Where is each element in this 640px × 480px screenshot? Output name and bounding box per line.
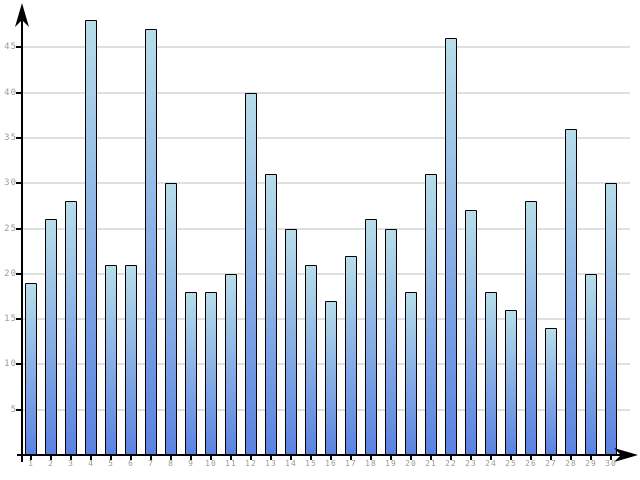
- x-axis-tick-label: 7: [148, 459, 154, 468]
- x-axis-tick-label: 4: [88, 459, 94, 468]
- y-axis: [21, 10, 23, 462]
- x-axis-tick-label: 15: [305, 459, 317, 468]
- x-axis-tick: [250, 455, 252, 460]
- y-axis-tick: [16, 273, 22, 275]
- x-axis-tick: [90, 455, 92, 460]
- x-axis-tick: [30, 455, 32, 460]
- x-axis-tick-label: 24: [485, 459, 497, 468]
- y-axis-tick-label: 25: [4, 224, 17, 234]
- x-axis-tick: [330, 455, 332, 460]
- x-axis-tick-label: 25: [505, 459, 517, 468]
- x-axis-tick: [530, 455, 532, 460]
- x-axis-tick: [470, 455, 472, 460]
- x-axis-tick-label: 20: [405, 459, 417, 468]
- y-axis-tick-label: 40: [4, 88, 17, 98]
- x-axis-tick: [570, 455, 572, 460]
- x-axis-tick-label: 29: [585, 459, 597, 468]
- x-axis-tick-label: 22: [445, 459, 457, 468]
- x-axis-tick: [490, 455, 492, 460]
- x-axis-tick: [390, 455, 392, 460]
- x-axis-tick-label: 11: [225, 459, 237, 468]
- x-axis-tick-label: 19: [385, 459, 397, 468]
- x-axis-tick-label: 6: [128, 459, 134, 468]
- x-axis-tick-label: 3: [68, 459, 74, 468]
- y-gridline: [22, 46, 630, 48]
- x-axis-tick: [610, 455, 612, 460]
- x-axis-tick: [510, 455, 512, 460]
- x-axis-tick-label: 21: [425, 459, 437, 468]
- y-axis-tick-label: 35: [4, 133, 17, 143]
- x-axis-tick-label: 13: [265, 459, 277, 468]
- y-gridline: [22, 228, 630, 230]
- x-axis-tick: [190, 455, 192, 460]
- x-axis-tick-label: 26: [525, 459, 537, 468]
- x-axis-tick-label: 30: [605, 459, 617, 468]
- x-axis-tick-label: 2: [48, 459, 54, 468]
- x-axis-tick-label: 10: [205, 459, 217, 468]
- y-axis-tick: [16, 46, 22, 48]
- x-axis-tick-label: 14: [285, 459, 297, 468]
- y-axis-tick-label: 20: [4, 269, 17, 279]
- x-axis-tick-label: 8: [168, 459, 174, 468]
- y-gridline: [22, 273, 630, 275]
- x-axis: [17, 454, 628, 456]
- x-axis-tick: [70, 455, 72, 460]
- x-axis-tick: [210, 455, 212, 460]
- y-axis-arrow-icon: [15, 3, 29, 27]
- y-axis-tick: [16, 228, 22, 230]
- y-axis-tick: [16, 92, 22, 94]
- x-axis-tick: [150, 455, 152, 460]
- y-axis-tick-label: 30: [4, 178, 17, 188]
- x-axis-tick: [170, 455, 172, 460]
- x-axis-tick: [130, 455, 132, 460]
- y-axis-tick-label: 10: [4, 359, 17, 369]
- x-axis-tick: [590, 455, 592, 460]
- y-axis-tick: [16, 318, 22, 320]
- x-axis-tick: [430, 455, 432, 460]
- y-axis-tick-label: 45: [4, 42, 17, 52]
- y-axis-tick-label: 15: [4, 314, 17, 324]
- x-axis-tick-label: 23: [465, 459, 477, 468]
- y-axis-tick: [16, 363, 22, 365]
- x-axis-tick: [550, 455, 552, 460]
- x-axis-tick: [230, 455, 232, 460]
- x-axis-tick-label: 17: [345, 459, 357, 468]
- x-axis-arrow-icon: [614, 448, 638, 462]
- y-axis-tick: [16, 409, 22, 411]
- x-axis-tick-label: 18: [365, 459, 377, 468]
- x-axis-tick-label: 12: [245, 459, 257, 468]
- x-axis-tick-label: 28: [565, 459, 577, 468]
- x-axis-tick: [410, 455, 412, 460]
- x-axis-tick: [270, 455, 272, 460]
- x-axis-tick: [50, 455, 52, 460]
- x-axis-tick-label: 16: [325, 459, 337, 468]
- x-axis-tick: [370, 455, 372, 460]
- y-axis-tick: [16, 137, 22, 139]
- x-axis-tick-label: 27: [545, 459, 557, 468]
- x-axis-tick-label: 5: [108, 459, 114, 468]
- x-axis-tick: [350, 455, 352, 460]
- y-gridline: [22, 92, 630, 94]
- x-axis-tick-label: 9: [188, 459, 194, 468]
- x-axis-tick-label: 1: [28, 459, 34, 468]
- x-axis-tick: [310, 455, 312, 460]
- x-axis-tick: [450, 455, 452, 460]
- y-gridline: [22, 182, 630, 184]
- y-gridline: [22, 137, 630, 139]
- x-axis-tick: [290, 455, 292, 460]
- x-axis-tick: [110, 455, 112, 460]
- y-axis-tick-label: 5: [10, 405, 17, 415]
- y-axis-tick: [16, 182, 22, 184]
